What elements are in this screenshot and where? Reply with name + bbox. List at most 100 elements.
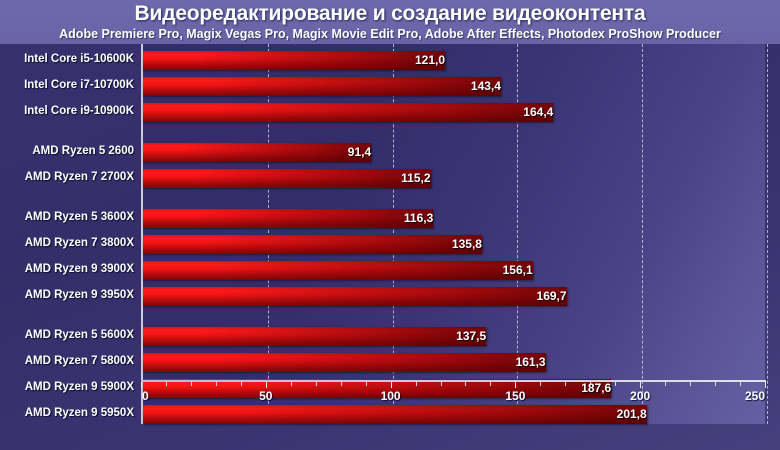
axis-tick-minor: [415, 382, 417, 386]
bar-row[interactable]: 201,8: [143, 405, 767, 424]
axis-tick-minor: [465, 382, 467, 386]
bar[interactable]: [143, 353, 546, 372]
bar-row[interactable]: 115,2: [143, 169, 767, 188]
x-axis-line: [141, 380, 766, 382]
bar-row[interactable]: 91,4: [143, 143, 767, 162]
axis-tick-minor: [315, 382, 317, 386]
bar-row[interactable]: 135,8: [143, 235, 767, 254]
axis-tick-minor: [240, 382, 242, 386]
bar-value-label: 156,1: [502, 263, 533, 277]
bar[interactable]: [143, 143, 372, 162]
axis-tick-minor: [565, 382, 567, 386]
bar-shading: [143, 143, 372, 162]
axis-tick-minor: [590, 382, 592, 386]
bar-value-label: 143,4: [470, 79, 501, 93]
category-label: AMD Ryzen 5 5600X: [24, 329, 134, 341]
category-label: AMD Ryzen 5 2600: [32, 145, 134, 157]
bar-value-label: 137,5: [456, 329, 487, 343]
category-label: Intel Core i7-10700K: [24, 79, 134, 91]
axis-tick-minor: [715, 382, 717, 386]
axis-tick-minor: [165, 382, 167, 386]
bar-row[interactable]: 187,6: [143, 379, 767, 398]
bar-shading: [143, 235, 482, 254]
x-axis-tick-label: 250: [744, 389, 765, 403]
bar-value-label: 201,8: [616, 407, 647, 421]
bar-shading: [143, 327, 487, 346]
bar-value-label: 187,6: [581, 381, 612, 395]
axis-tick-minor: [340, 382, 342, 386]
category-label: AMD Ryzen 5 3600X: [24, 211, 134, 223]
bar-shading: [143, 209, 434, 228]
axis-tick-minor: [490, 382, 492, 386]
bar[interactable]: [143, 405, 647, 424]
axis-tick-minor: [290, 382, 292, 386]
bar-shading: [143, 353, 546, 372]
bar-row[interactable]: 169,7: [143, 287, 767, 306]
gridline: [267, 44, 269, 424]
category-label: Intel Core i9-10900K: [24, 105, 134, 117]
bar[interactable]: [143, 235, 482, 254]
bar-value-label: 121,0: [414, 53, 446, 67]
bar[interactable]: [143, 261, 533, 280]
bar-shading: [143, 405, 647, 424]
bar-row[interactable]: 137,5: [143, 327, 767, 346]
axis-tick-minor: [540, 382, 542, 386]
bar-shading: [143, 379, 612, 398]
axis-tick-minor: [440, 382, 442, 386]
category-label: Intel Core i5-10600K: [24, 53, 134, 65]
axis-tick-minor: [365, 382, 367, 386]
bar-value-label: 169,7: [536, 289, 567, 303]
bar[interactable]: [143, 51, 446, 70]
axis-tick-major: [515, 382, 517, 388]
bar-value-label: 164,4: [523, 105, 554, 119]
category-label: AMD Ryzen 7 2700X: [24, 171, 134, 183]
bar-value-label: 91,4: [347, 145, 372, 159]
bar-shading: [143, 169, 431, 188]
bar-shading: [143, 103, 554, 122]
bar-shading: [143, 261, 533, 280]
x-axis-tick-label: 50: [259, 389, 273, 403]
bar[interactable]: [143, 103, 554, 122]
bar[interactable]: [143, 379, 612, 398]
axis-tick-major: [265, 382, 267, 388]
bar-row[interactable]: 161,3: [143, 353, 767, 372]
bar[interactable]: [143, 169, 431, 188]
axis-tick-minor: [190, 382, 192, 386]
bar[interactable]: [143, 77, 501, 96]
axis-tick-minor: [615, 382, 617, 386]
x-axis-tick-label: 0: [142, 389, 149, 403]
bar-shading: [143, 77, 501, 96]
axis-tick-major: [640, 382, 642, 388]
axis-tick-minor: [215, 382, 217, 386]
plot-area: 121,0 143,4 164,4 91,4 115,2 116,3 135,8 156,1 1…: [141, 44, 768, 424]
bar-row[interactable]: 116,3: [143, 209, 767, 228]
gridline: [392, 44, 394, 424]
x-axis-tick-label: 100: [380, 389, 401, 403]
bar-value-label: 116,3: [403, 211, 434, 225]
axis-tick-major: [765, 382, 766, 388]
axis-tick-major: [390, 382, 392, 388]
gridline: [642, 44, 644, 424]
axis-tick-minor: [690, 382, 692, 386]
bar-row[interactable]: 143,4: [143, 77, 767, 96]
category-label: AMD Ryzen 7 3800X: [24, 237, 134, 249]
category-label: AMD Ryzen 9 5950X: [24, 407, 134, 419]
axis-tick-minor: [740, 382, 742, 386]
bar[interactable]: [143, 327, 487, 346]
category-label: AMD Ryzen 9 5900X: [24, 381, 134, 393]
category-label: AMD Ryzen 9 3900X: [24, 263, 134, 275]
bar[interactable]: [143, 287, 567, 306]
x-axis-tick-label: 200: [630, 389, 651, 403]
chart-subtitle: Adobe Premiere Pro, Magix Vegas Pro, Mag…: [59, 27, 721, 41]
bar-value-label: 161,3: [515, 355, 546, 369]
bar-row[interactable]: 121,0: [143, 51, 767, 70]
bar-row[interactable]: 156,1: [143, 261, 767, 280]
gridline: [767, 44, 768, 424]
bar-row[interactable]: 164,4: [143, 103, 767, 122]
category-labels: Intel Core i5-10600K Intel Core i7-10700K…: [0, 44, 140, 424]
x-axis-tick-label: 150: [505, 389, 526, 403]
bar-shading: [143, 51, 446, 70]
bar[interactable]: [143, 209, 434, 228]
chart-header: Видеоредактирование и создание видеоконт…: [0, 0, 780, 44]
